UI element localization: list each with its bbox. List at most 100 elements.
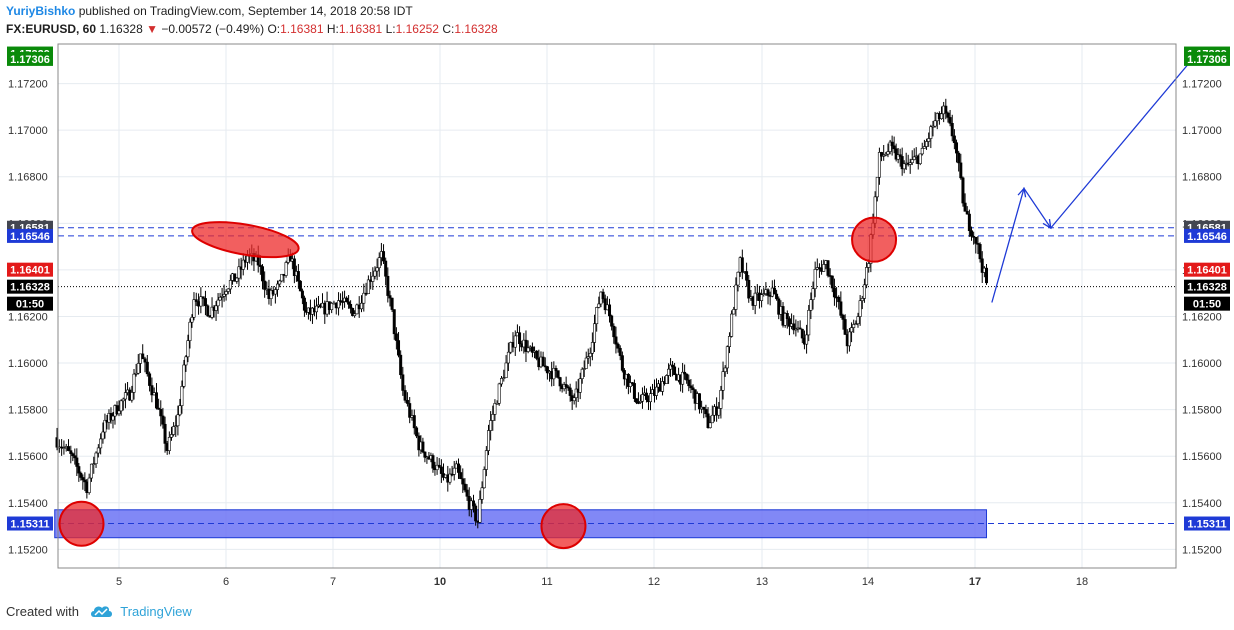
candle-body [472, 500, 476, 507]
footer: Created with TradingView [6, 604, 192, 621]
candle-body [794, 328, 798, 331]
candle-body [69, 450, 73, 454]
candle-body [554, 368, 558, 371]
candle-body [753, 292, 757, 306]
author-name[interactable]: YuriyBishko [6, 4, 76, 18]
candle-body [961, 177, 965, 204]
candle-body [704, 409, 708, 415]
candle-body [241, 259, 245, 270]
candle-body [513, 335, 517, 348]
candle-body [612, 325, 616, 338]
tradingview-cloud-icon[interactable] [89, 604, 113, 621]
y-tick-label-right: 1.17000 [1182, 125, 1222, 137]
candle-body [852, 324, 856, 328]
candle-body [478, 499, 482, 523]
candle-body [530, 346, 534, 353]
candle-body [847, 331, 851, 347]
candle-body [837, 296, 841, 303]
candle-body [373, 270, 377, 277]
x-tick-label: 10 [434, 576, 446, 588]
candle-body [218, 296, 222, 301]
candle-body [345, 297, 349, 303]
y-tick-label-right: 1.16000 [1182, 358, 1222, 370]
candle-body [985, 267, 989, 284]
candle-body [862, 284, 866, 299]
x-tick-label: 6 [223, 576, 229, 588]
high-value: 1.16381 [338, 22, 383, 36]
candle-body [459, 472, 463, 479]
price-tag-bg [7, 262, 53, 277]
open-label: O: [267, 22, 281, 36]
close-label: C: [442, 22, 455, 36]
candle-body [94, 452, 98, 465]
candle-body [967, 213, 971, 231]
change-value: −0.00572 (−0.49%) [161, 22, 265, 36]
candle-body [71, 453, 75, 457]
candle-body [595, 307, 599, 325]
candle-body [665, 375, 669, 384]
candle-body [661, 381, 665, 392]
candle-body [809, 299, 813, 311]
candle-body [785, 313, 789, 319]
candle-body [839, 301, 843, 316]
candle-body [96, 447, 100, 454]
candle-body [892, 145, 896, 150]
tradingview-brand[interactable]: TradingView [120, 604, 192, 619]
highlight-circle [540, 503, 587, 550]
candle-body [931, 125, 935, 128]
candle-body [732, 309, 736, 315]
candle-body [940, 113, 944, 120]
candle-body [392, 309, 396, 335]
candle-body [67, 446, 71, 451]
candle-body [597, 303, 601, 308]
candle-body [648, 393, 652, 403]
candle-body [431, 455, 435, 469]
candle-body [499, 378, 503, 385]
publication-header: YuriyBishko published on TradingView.com… [6, 4, 413, 19]
candle-body [296, 271, 300, 282]
symbol-label: FX:EURUSD, 60 [6, 22, 97, 36]
x-tick-label: 13 [756, 576, 768, 588]
projection-arrowhead [1042, 218, 1052, 230]
candle-body [190, 316, 194, 323]
candle-body [199, 296, 203, 307]
candle-body [610, 315, 614, 327]
candle-body [210, 306, 214, 318]
candle-body [371, 275, 375, 282]
candle-body [480, 487, 484, 500]
candle-body [226, 288, 230, 292]
candle-body [518, 332, 522, 345]
candle-body [850, 327, 854, 333]
candle-body [233, 273, 237, 282]
candle-body [813, 269, 817, 290]
candle-body [950, 123, 954, 137]
low-label: L: [385, 22, 396, 36]
candle-body [685, 373, 689, 381]
candle-body [314, 305, 318, 313]
candle-body [723, 367, 727, 372]
highlight-circle [851, 216, 898, 263]
candle-body [922, 146, 926, 149]
projection-arrowhead [1017, 186, 1027, 198]
price-tag-bg [1184, 516, 1230, 531]
candle-body [397, 340, 401, 356]
candle-body [182, 364, 186, 387]
candle-body [616, 343, 620, 349]
price-tag-bg [1184, 51, 1230, 66]
candle-body [465, 489, 469, 497]
candle-body [865, 267, 869, 286]
candle-body [163, 423, 167, 444]
y-tick-label-left: 1.17200 [8, 79, 48, 91]
candle-body [541, 356, 545, 367]
candle-body [655, 386, 659, 396]
candle-body [89, 463, 93, 479]
published-text: published on TradingView.com, September … [78, 4, 413, 18]
candle-body [877, 152, 881, 178]
price-tag-label: 1.17306 [1187, 54, 1227, 66]
candle-body [184, 356, 188, 366]
price-tag-bg [1184, 262, 1230, 277]
low-value: 1.16252 [395, 22, 439, 36]
candle-body [452, 467, 456, 475]
last-price: 1.16328 [99, 22, 143, 36]
